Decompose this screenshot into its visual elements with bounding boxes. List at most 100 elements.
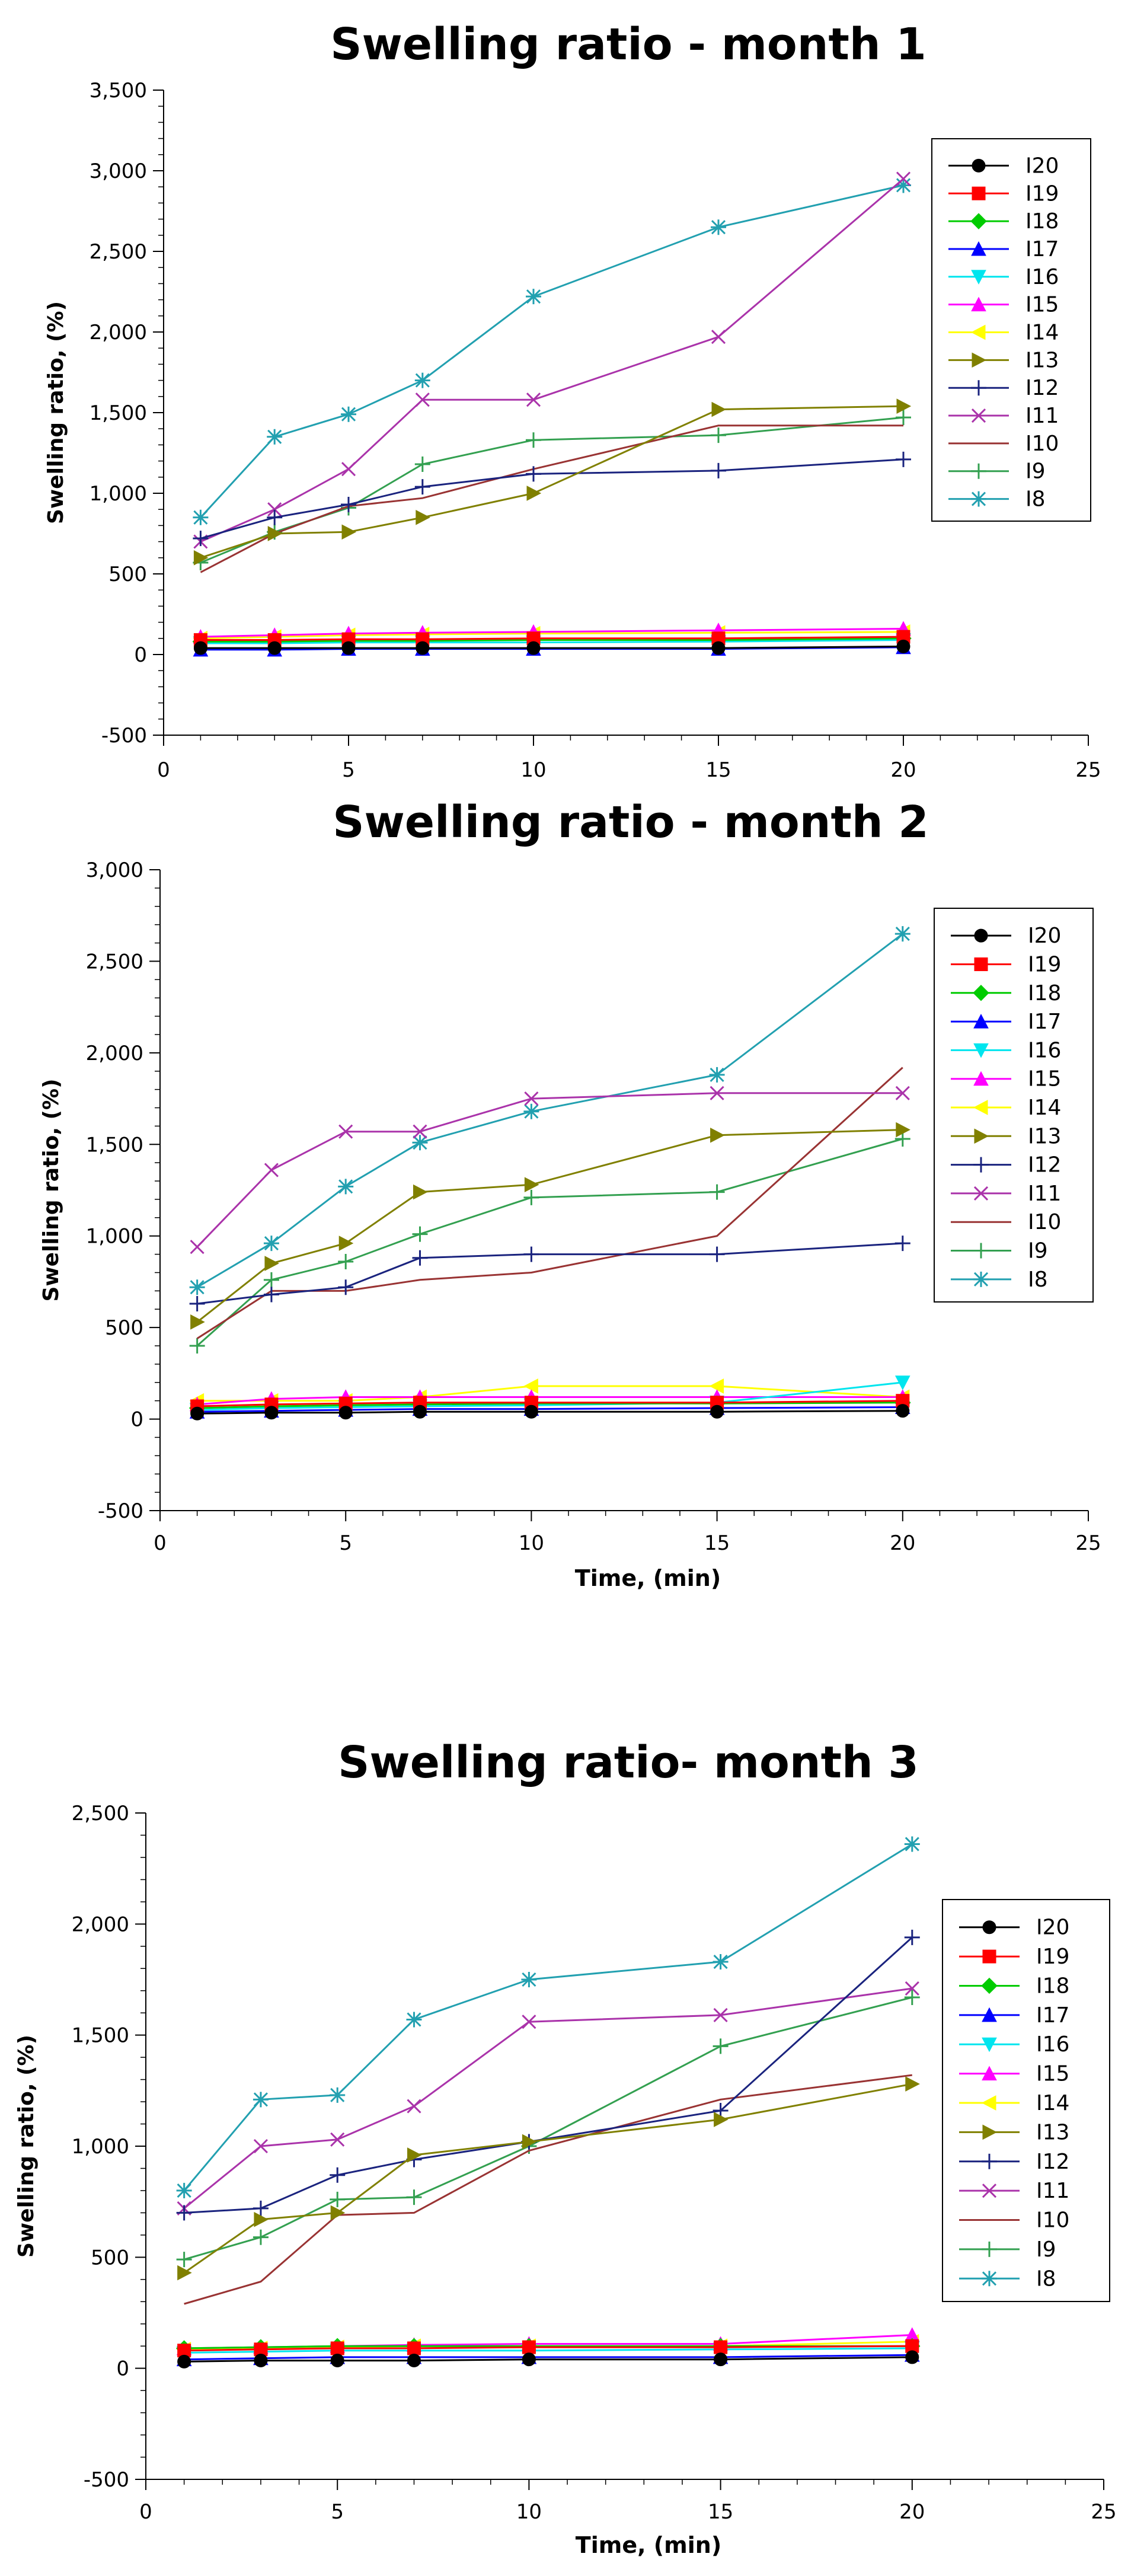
series-i9 [193, 410, 911, 570]
x-tick-label: 15 [705, 758, 731, 782]
data-point-i20 [190, 1406, 205, 1421]
x-tick-label: 10 [519, 1531, 544, 1555]
y-tick-label: 0 [116, 2357, 129, 2381]
y-axis-label: Swelling ratio, (%) [39, 1078, 63, 1301]
legend-marker-i9 [971, 463, 986, 479]
data-point-i16 [894, 1375, 910, 1390]
data-point-i8 [521, 1972, 537, 1987]
data-point-i13 [416, 509, 430, 525]
data-point-i8 [176, 2182, 192, 2198]
legend-marker-i13 [972, 352, 987, 368]
data-point-i20 [710, 1404, 724, 1419]
data-point-i12 [338, 1279, 354, 1295]
data-point-i12 [330, 2167, 346, 2183]
data-point-i13 [711, 401, 727, 417]
series-line-i13 [196, 1129, 903, 1323]
series-line-i8 [200, 184, 904, 518]
legend-marker-i18 [970, 213, 987, 229]
legend-marker-i12 [971, 380, 986, 396]
data-point-i19 [330, 2341, 344, 2355]
data-point-i9 [523, 1189, 539, 1205]
chart-1: Swelling ratio - month 1 -500 0 500 1,000 1,5… [44, 19, 1101, 782]
legend-marker-i16 [971, 270, 986, 285]
legend-label-i17: I17 [1025, 237, 1059, 261]
chart-title: Swelling ratio - month 1 [330, 19, 926, 70]
y-tick-label: 1,500 [72, 2024, 129, 2048]
data-point-i19 [522, 2340, 536, 2354]
series-i9 [189, 1131, 910, 1354]
data-point-i13 [341, 524, 357, 540]
data-point-i13 [524, 1177, 539, 1193]
legend-marker-i13 [982, 2124, 998, 2140]
y-tick-label: -500 [98, 1499, 143, 1523]
legend-marker-i13 [974, 1128, 989, 1144]
series-i11 [193, 171, 911, 549]
data-point-i9 [526, 432, 541, 448]
data-point-i8 [896, 177, 911, 193]
series-i20 [177, 2350, 919, 2368]
data-point-i19 [714, 2340, 728, 2354]
x-tick-label: 20 [899, 2500, 925, 2524]
data-point-i20 [896, 639, 910, 653]
series-i11 [190, 1086, 910, 1255]
data-point-i11 [407, 2099, 421, 2114]
data-point-i20 [711, 641, 726, 655]
legend-label-i19: I19 [1028, 952, 1061, 976]
legend-marker-i15 [971, 296, 986, 312]
data-point-i20 [526, 641, 541, 655]
data-point-i8 [904, 1836, 920, 1852]
data-point-i12 [711, 462, 726, 478]
data-point-i13 [526, 486, 542, 501]
x-tick-label: 15 [704, 1531, 730, 1555]
series-i8 [189, 926, 910, 1295]
y-axis-label: Swelling ratio, (%) [44, 301, 68, 524]
legend-marker-i17 [982, 2007, 997, 2022]
data-point-i12 [263, 1287, 279, 1303]
data-point-i8 [189, 1279, 205, 1295]
data-point-i20 [330, 2354, 344, 2368]
legend-label-i20: I20 [1036, 1916, 1069, 1940]
legend: I20 I19 I18 I17 I16 I15 I14 I13 I12 I11 I10 I9 I8 [931, 138, 1091, 522]
data-point-i12 [193, 531, 209, 547]
series-i10 [200, 424, 903, 573]
legend-label-i13: I13 [1028, 1124, 1061, 1148]
data-point-i9 [189, 1338, 205, 1354]
legend-marker-i8 [973, 1271, 989, 1287]
data-point-i13 [896, 398, 912, 414]
series-i20 [190, 1404, 910, 1421]
series-i20 [193, 639, 910, 655]
data-point-i9 [330, 2191, 346, 2207]
data-point-i13 [254, 2211, 269, 2227]
data-point-i11 [524, 1091, 539, 1106]
y-tick-label: 1,000 [90, 482, 147, 506]
legend-marker-i8 [982, 2271, 997, 2287]
legend: I20 I19 I18 I17 I16 I15 I14 I13 I12 I11 I10 I9 I8 [942, 1899, 1110, 2302]
series-i8 [193, 177, 911, 525]
data-point-i13 [896, 1122, 910, 1138]
data-point-i11 [711, 330, 726, 344]
data-point-i13 [905, 2076, 920, 2092]
series-line-i10 [184, 2074, 912, 2305]
data-point-i13 [264, 1256, 280, 1271]
x-tick-label: 20 [890, 1531, 915, 1555]
data-point-i12 [526, 466, 541, 482]
data-point-i12 [253, 2200, 269, 2216]
data-point-i9 [406, 2189, 422, 2205]
series-line-i10 [200, 424, 903, 573]
x-tick-label: 0 [154, 1531, 167, 1555]
data-point-i8 [412, 1135, 428, 1151]
data-point-i9 [711, 427, 726, 443]
y-tick-label: 2,000 [90, 321, 147, 344]
data-point-i8 [526, 289, 541, 305]
series-line-i12 [197, 1242, 903, 1305]
chart-title: Swelling ratio - month 2 [333, 797, 929, 848]
data-point-i9 [412, 1226, 428, 1242]
legend-marker-i20 [972, 158, 986, 173]
y-axis-label: Swelling ratio, (%) [14, 2035, 39, 2258]
data-point-i12 [267, 509, 283, 525]
legend-label-i20: I20 [1025, 154, 1059, 178]
data-point-i12 [894, 1236, 910, 1252]
data-point-i12 [341, 497, 356, 513]
data-point-i19 [407, 2341, 421, 2355]
